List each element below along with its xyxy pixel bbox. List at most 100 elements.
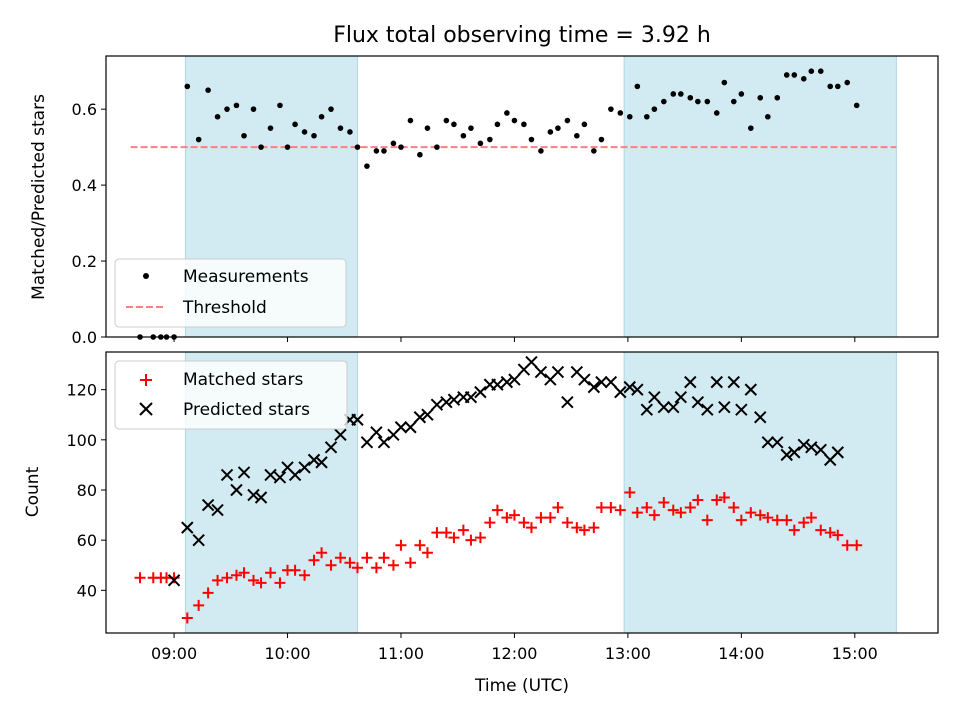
measurement-point [195, 136, 202, 143]
matched-star-point [134, 572, 146, 584]
y-tick-label: 40 [77, 581, 97, 600]
y-tick-label: 120 [66, 381, 97, 400]
ratio-panel-frame [105, 55, 939, 338]
measurement-point [608, 106, 614, 112]
matched-star-point [289, 564, 301, 576]
matched-star-point [395, 539, 407, 551]
matched-star-point [754, 509, 766, 521]
count-panel-y-axis-label: Count [23, 466, 43, 517]
measurement-point [695, 98, 701, 105]
predicted-star-point [587, 380, 601, 394]
predicted-star-point [421, 408, 434, 421]
matched-star-point [308, 554, 320, 566]
matched-star-point [832, 529, 844, 541]
matched-star-point [788, 524, 800, 536]
predicted-star-point [334, 428, 347, 442]
matched-star-point [692, 494, 704, 506]
measurement-point [451, 121, 457, 128]
measurement-point [713, 110, 720, 116]
measurement-point [373, 148, 380, 154]
predicted-star-point [230, 483, 243, 497]
measurement-point [721, 79, 728, 86]
predicted-star-point [614, 385, 627, 399]
y-tick-label: 60 [77, 531, 97, 550]
matched-star-point [181, 612, 193, 624]
measurement-point [547, 129, 554, 135]
measurement-point [791, 72, 798, 78]
matched-star-point [718, 492, 730, 504]
count-panel-legend-box [114, 360, 348, 430]
y-tick-label: 80 [77, 481, 97, 500]
matched-star-point [675, 507, 687, 519]
matched-star-point [387, 559, 399, 571]
matched-star-point [614, 504, 626, 516]
matched-star-point [255, 577, 267, 589]
predicted-star-point [288, 468, 302, 482]
measurement-point [661, 98, 667, 105]
predicted-star-point [735, 403, 748, 416]
predicted-star-point [551, 365, 565, 379]
x-tick-label: 11:00 [378, 644, 424, 663]
measurement-point [687, 94, 694, 101]
measurement-point [224, 106, 230, 112]
predicted-star-point [394, 421, 408, 434]
predicted-star-point [220, 468, 234, 482]
measurement-point [738, 91, 745, 97]
x-tick-label: 15:00 [832, 644, 878, 663]
matched-star-point [701, 514, 713, 526]
matched-star-point [605, 502, 617, 514]
matched-star-point [518, 517, 530, 529]
measurement-point [284, 144, 291, 150]
measurement-point [347, 129, 353, 135]
measurement-point [424, 125, 431, 131]
matched-star-point [762, 512, 774, 524]
predicted-star-point [211, 503, 224, 517]
matched-star-point [465, 534, 477, 546]
predicted-star-point [604, 375, 618, 389]
predicted-star-point [351, 413, 364, 426]
matched-star-point [544, 512, 556, 524]
measurement-point [844, 79, 851, 86]
matched-star-point [274, 577, 286, 589]
x-tick-label: 10:00 [264, 644, 310, 663]
predicted-star-point [761, 436, 775, 449]
count-series [134, 355, 863, 624]
measurement-point [318, 113, 325, 120]
ratio-panel-x-ticks [173, 337, 856, 342]
measurement-point [267, 125, 274, 131]
predicted-star-point [237, 466, 251, 479]
ratio-panel-highlight-spans [184, 55, 897, 338]
count-panel: 40 60 80 100 120 09:00 10:00 11:00 12:00 13:00 14… [23, 351, 939, 663]
predicted-star-point [500, 375, 514, 389]
measurement-point [241, 132, 247, 139]
measurement-point [634, 83, 641, 90]
predicted-star-point [754, 411, 767, 424]
measurement-point [651, 106, 658, 112]
measurement-point [581, 121, 588, 128]
measurement-point [364, 163, 370, 169]
measurement-point [704, 98, 711, 105]
matched-star-point [202, 587, 214, 599]
measurement-point [292, 121, 298, 128]
measurement-point [511, 117, 518, 124]
predicted-star-point [370, 426, 383, 439]
matched-star-point [448, 532, 460, 544]
measurement-point [328, 106, 334, 112]
matched-star-point [525, 522, 537, 534]
predicted-star-point [640, 403, 654, 416]
measurement-point [617, 110, 624, 116]
predicted-star-point [831, 446, 844, 459]
matched-star-point [851, 539, 863, 551]
x-tick-label: 09:00 [151, 644, 197, 663]
measurement-point [765, 113, 771, 120]
measurement-point [678, 91, 684, 97]
predicted-star-point [684, 375, 697, 389]
predicted-star-point [727, 375, 740, 389]
x-axis-label: Time (UTC) [474, 676, 569, 696]
matched-star-point [484, 517, 496, 529]
predicted-star-point [788, 446, 801, 459]
measurement-point [337, 125, 344, 131]
measurement-point [417, 151, 423, 158]
measurement-point [598, 136, 605, 143]
